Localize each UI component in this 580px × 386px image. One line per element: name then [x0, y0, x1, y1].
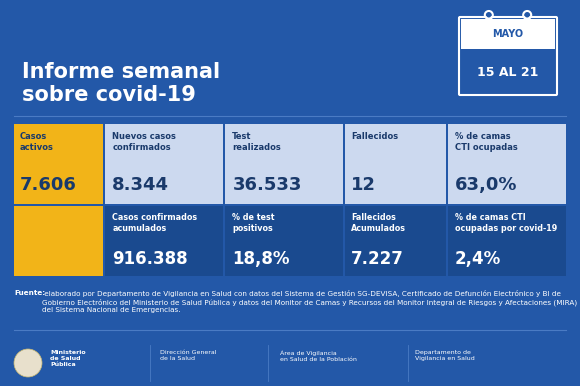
Text: Test
realizados: Test realizados	[233, 132, 281, 152]
Text: 7.227: 7.227	[351, 250, 404, 267]
Text: sobre covid-19: sobre covid-19	[22, 85, 196, 105]
Bar	[105, 124, 223, 204]
Text: % de test
positivos: % de test positivos	[233, 213, 275, 233]
Bar	[345, 206, 446, 276]
Bar	[448, 124, 566, 204]
Bar	[225, 206, 343, 276]
Text: Área de Vigilancia
en Salud de la Población: Área de Vigilancia en Salud de la Poblac…	[280, 350, 357, 362]
Text: % de camas CTI
ocupadas por covid-19: % de camas CTI ocupadas por covid-19	[455, 213, 557, 233]
Text: Nuevos casos
confirmados: Nuevos casos confirmados	[113, 132, 176, 152]
Text: % de camas
CTI ocupadas: % de camas CTI ocupadas	[455, 132, 518, 152]
Text: Fuente:: Fuente:	[14, 290, 45, 296]
Text: 7.606: 7.606	[19, 176, 76, 195]
Bar	[461, 19, 555, 49]
Text: 2,4%: 2,4%	[455, 250, 501, 267]
Bar	[105, 206, 223, 276]
Text: 63,0%: 63,0%	[455, 176, 517, 195]
Text: elaborado por Departamento de Vigilancia en Salud con datos del Sistema de Gesti: elaborado por Departamento de Vigilancia…	[42, 290, 577, 313]
Circle shape	[486, 12, 491, 17]
Bar	[225, 124, 343, 204]
Text: 15 AL 21: 15 AL 21	[477, 66, 539, 79]
Text: 18,8%: 18,8%	[233, 250, 290, 267]
Text: Casos
activos: Casos activos	[19, 132, 53, 152]
Text: Fallecidos
Acumulados: Fallecidos Acumulados	[351, 213, 407, 233]
Text: MAYO: MAYO	[492, 29, 524, 39]
Bar	[14, 124, 103, 204]
Text: Ministerio
de Salud
Pública: Ministerio de Salud Pública	[50, 350, 86, 367]
Text: Dirección General
de la Salud: Dirección General de la Salud	[160, 350, 216, 361]
Text: 12: 12	[351, 176, 376, 195]
Text: Casos confirmados
acumulados: Casos confirmados acumulados	[113, 213, 197, 233]
Text: Fallecidos: Fallecidos	[351, 132, 398, 141]
Bar	[14, 206, 103, 276]
Circle shape	[14, 349, 42, 377]
Bar	[448, 206, 566, 276]
Text: Departamento de
Vigilancia en Salud: Departamento de Vigilancia en Salud	[415, 350, 475, 361]
Text: 916.388: 916.388	[113, 250, 188, 267]
FancyBboxPatch shape	[459, 17, 557, 95]
Text: 8.344: 8.344	[113, 176, 169, 195]
Text: Informe semanal: Informe semanal	[22, 62, 220, 82]
Circle shape	[525, 12, 530, 17]
Text: 36.533: 36.533	[233, 176, 302, 195]
Bar	[345, 124, 446, 204]
